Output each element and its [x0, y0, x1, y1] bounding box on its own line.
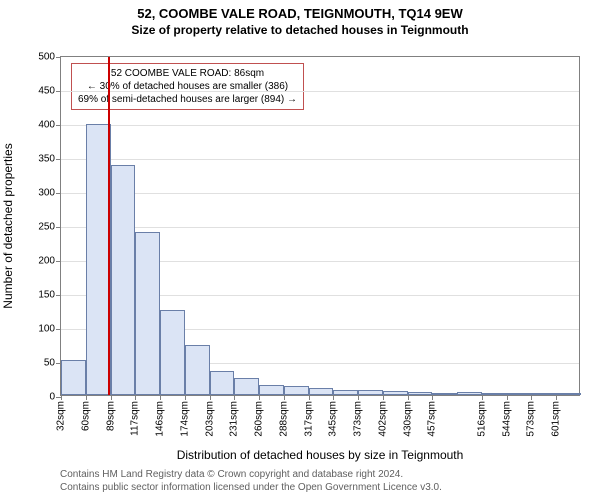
chart-annotation: 52 COOMBE VALE ROAD: 86sqm ← 30% of deta… [71, 63, 304, 110]
y-tick-label: 500 [38, 52, 55, 63]
x-tick [185, 395, 186, 400]
histogram-bar [358, 390, 383, 395]
x-tick-label: 345sqm [328, 401, 339, 437]
property-marker-line [108, 57, 110, 395]
x-tick [482, 395, 483, 400]
x-tick-label: 32sqm [56, 401, 67, 431]
histogram-bar [333, 390, 358, 395]
x-tick-label: 174sqm [179, 401, 190, 437]
x-axis-label: Distribution of detached houses by size … [60, 448, 580, 462]
x-tick [358, 395, 359, 400]
y-tick-label: 150 [38, 290, 55, 301]
x-tick [284, 395, 285, 400]
x-tick-label: 260sqm [254, 401, 265, 437]
y-tick-label: 300 [38, 188, 55, 199]
x-tick [259, 395, 260, 400]
histogram-bar [531, 393, 556, 395]
x-tick [111, 395, 112, 400]
gridline [61, 159, 579, 160]
y-axis-label: Number of detached properties [1, 143, 15, 308]
x-tick [432, 395, 433, 400]
x-tick [383, 395, 384, 400]
x-tick-label: 317sqm [303, 401, 314, 437]
y-tick [56, 261, 61, 262]
x-tick [210, 395, 211, 400]
y-tick-label: 200 [38, 256, 55, 267]
y-tick-label: 100 [38, 324, 55, 335]
x-tick-label: 430sqm [402, 401, 413, 437]
x-tick-label: 457sqm [427, 401, 438, 437]
annotation-line3: 69% of semi-detached houses are larger (… [78, 93, 297, 106]
y-tick [56, 193, 61, 194]
y-tick [56, 159, 61, 160]
histogram-bar [210, 371, 235, 395]
histogram-bar [185, 345, 210, 395]
x-tick-label: 89sqm [105, 401, 116, 431]
x-tick-label: 288sqm [278, 401, 289, 437]
histogram-bar [259, 385, 284, 395]
chart-plot-area: 52 COOMBE VALE ROAD: 86sqm ← 30% of deta… [60, 56, 580, 396]
y-tick-label: 50 [44, 358, 55, 369]
x-tick [556, 395, 557, 400]
x-tick [507, 395, 508, 400]
annotation-line1: 52 COOMBE VALE ROAD: 86sqm [78, 67, 297, 80]
y-tick-label: 0 [49, 392, 55, 403]
gridline [61, 91, 579, 92]
histogram-bar [383, 391, 408, 395]
footer-line2: Contains public sector information licen… [60, 481, 442, 494]
y-tick-label: 400 [38, 120, 55, 131]
histogram-bar [160, 310, 185, 395]
y-tick-label: 450 [38, 86, 55, 97]
x-tick [61, 395, 62, 400]
histogram-bar [61, 360, 86, 395]
histogram-bar [457, 392, 482, 395]
x-tick-label: 573sqm [526, 401, 537, 437]
histogram-bar [111, 165, 136, 395]
gridline [61, 193, 579, 194]
x-tick-label: 117sqm [130, 401, 141, 436]
y-tick [56, 227, 61, 228]
y-tick [56, 295, 61, 296]
y-tick-label: 250 [38, 222, 55, 233]
footer-line1: Contains HM Land Registry data © Crown c… [60, 468, 442, 481]
x-tick [408, 395, 409, 400]
footer: Contains HM Land Registry data © Crown c… [60, 468, 442, 494]
x-tick-label: 516sqm [476, 401, 487, 437]
x-tick-label: 146sqm [155, 401, 166, 437]
y-tick [56, 57, 61, 58]
histogram-bar [432, 393, 457, 395]
x-tick [333, 395, 334, 400]
x-tick-label: 60sqm [80, 401, 91, 431]
x-tick [309, 395, 310, 400]
y-tick [56, 329, 61, 330]
x-tick [160, 395, 161, 400]
y-tick [56, 125, 61, 126]
y-tick-label: 350 [38, 154, 55, 165]
x-tick-label: 203sqm [204, 401, 215, 437]
page-subtitle: Size of property relative to detached ho… [0, 23, 600, 37]
x-tick [86, 395, 87, 400]
histogram-bar [86, 124, 111, 395]
x-tick-label: 544sqm [501, 401, 512, 437]
x-tick [234, 395, 235, 400]
histogram-bar [507, 393, 532, 395]
histogram-bar [482, 393, 507, 395]
histogram-bar [408, 392, 433, 395]
page-title: 52, COOMBE VALE ROAD, TEIGNMOUTH, TQ14 9… [0, 6, 600, 21]
histogram-bar [284, 386, 309, 395]
x-tick [531, 395, 532, 400]
histogram-bar [234, 378, 259, 395]
x-tick-label: 601sqm [551, 401, 562, 437]
histogram-bar [556, 393, 581, 395]
histogram-bar [309, 388, 334, 395]
x-tick-label: 402sqm [377, 401, 388, 437]
x-tick-label: 231sqm [229, 401, 240, 437]
gridline [61, 125, 579, 126]
gridline [61, 227, 579, 228]
x-tick [135, 395, 136, 400]
x-tick-label: 373sqm [353, 401, 364, 437]
y-tick [56, 91, 61, 92]
histogram-bar [135, 232, 160, 395]
